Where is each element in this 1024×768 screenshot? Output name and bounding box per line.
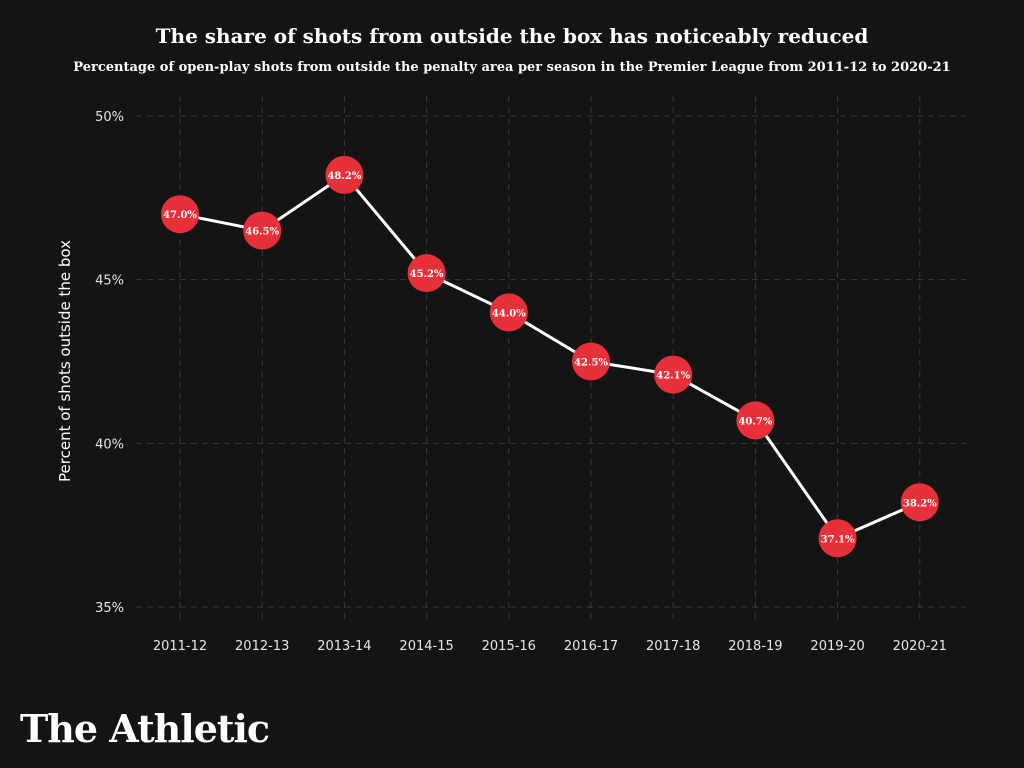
x-tick-label: 2018-19 xyxy=(728,639,782,654)
series-line xyxy=(179,173,921,540)
data-point-marker xyxy=(407,254,446,293)
data-point-marker xyxy=(325,155,364,194)
x-tick-label: 2015-16 xyxy=(482,639,536,654)
x-tick-label: 2013-14 xyxy=(317,639,371,654)
data-point-marker xyxy=(818,519,857,558)
y-tick-label: 40% xyxy=(95,437,124,452)
x-tick-label: 2019-20 xyxy=(810,639,864,654)
data-point-marker xyxy=(572,342,610,381)
y-tick-label: 35% xyxy=(95,601,124,616)
data-point-marker xyxy=(654,355,693,394)
data-point-label: 44.0% xyxy=(492,308,526,319)
data-point-label: 40.7% xyxy=(738,416,772,427)
data-point-marker xyxy=(489,293,528,332)
x-tick-label: 2017-18 xyxy=(646,639,700,654)
data-point-marker xyxy=(736,401,775,440)
data-point-label: 47.0% xyxy=(163,210,197,221)
x-tick-label: 2012-13 xyxy=(235,639,289,654)
marker-layer: 47.0% 46.5% 48.2% 45.2% 44.0% 42.5% 42.1% 40.7%… xyxy=(161,155,939,558)
chart-subtitle: Percentage of open-play shots from outsi… xyxy=(73,60,951,75)
data-point-label: 46.5% xyxy=(245,227,279,238)
axis-layer: 35% 40% 45% 50% 2011-12 2012-13 2013-14 2014-15… xyxy=(56,110,947,654)
data-point-marker xyxy=(161,195,199,234)
x-tick-label: 2016-17 xyxy=(564,639,618,654)
x-tick-label: 2020-21 xyxy=(893,639,947,654)
data-point-label: 42.1% xyxy=(656,371,690,382)
brand-logo: The Athletic xyxy=(20,706,270,751)
data-point-label: 37.1% xyxy=(821,534,855,545)
data-point-label: 45.2% xyxy=(410,269,444,280)
data-point-label: 42.5% xyxy=(574,358,608,369)
x-tick-label: 2011-12 xyxy=(153,639,207,654)
chart-title: The share of shots from outside the box … xyxy=(155,24,869,48)
series-layer xyxy=(179,173,921,540)
data-point-label: 38.2% xyxy=(903,498,937,509)
y-tick-label: 45% xyxy=(95,274,124,289)
y-tick-label: 50% xyxy=(95,110,124,125)
data-point-marker xyxy=(243,211,282,250)
data-point-label: 48.2% xyxy=(327,171,361,182)
y-axis-label: Percent of shots outside the box xyxy=(56,240,74,482)
x-tick-label: 2014-15 xyxy=(399,639,453,654)
data-point-marker xyxy=(900,483,939,522)
